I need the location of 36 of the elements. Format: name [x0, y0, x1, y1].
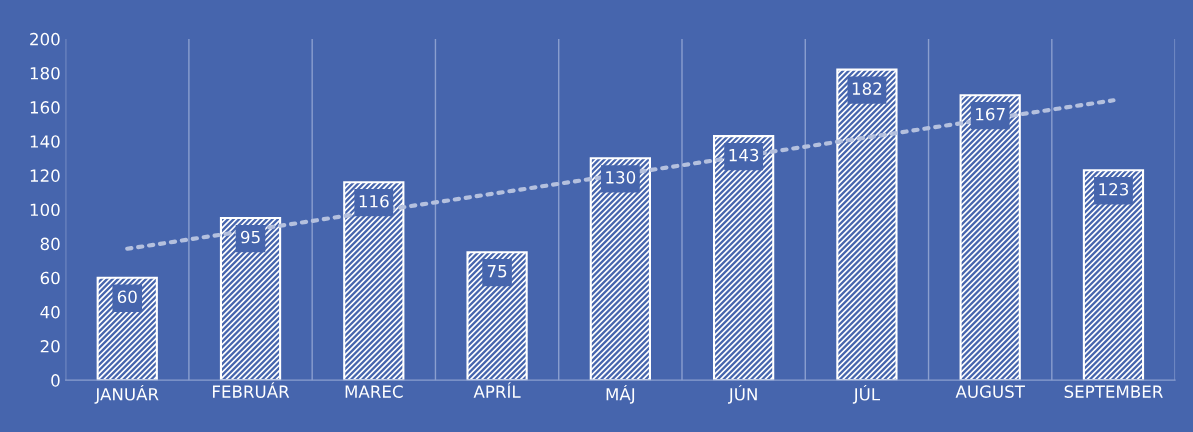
y-tick-label: 80	[40, 237, 60, 251]
data-label: 130	[606, 171, 636, 184]
x-tick-label: SEPTEMBER	[1064, 385, 1163, 398]
bar	[836, 68, 898, 381]
x-tick-label: JÚN	[727, 384, 757, 404]
y-tick-label: 40	[40, 305, 60, 319]
data-label: 95	[240, 230, 260, 244]
x-tick-label: FEBRUÁR	[213, 382, 290, 398]
bar	[343, 181, 405, 381]
data-label: 116	[359, 194, 389, 208]
bar	[1082, 169, 1145, 381]
data-label: 167	[976, 107, 1005, 121]
x-tick-label: JANUÁR	[94, 384, 159, 404]
x-tick-label: AUGUST	[955, 385, 1025, 398]
bar	[713, 135, 775, 381]
data-label: 182	[852, 82, 882, 95]
x-tick-label: MÁJ	[606, 384, 635, 404]
data-label: 123	[1099, 182, 1129, 196]
y-tick-label: 60	[40, 271, 60, 285]
y-tick-label: 160	[30, 101, 60, 114]
x-tick-label: JÚL	[852, 384, 881, 404]
bar	[219, 217, 282, 381]
y-tick-label: 180	[30, 66, 60, 80]
x-tick-label: APRÍL	[473, 382, 521, 398]
bar	[959, 94, 1021, 381]
data-label: 143	[729, 148, 759, 162]
y-tick-label: 120	[30, 169, 60, 182]
y-tick-label: 0	[51, 374, 60, 387]
data-label: 75	[487, 265, 507, 278]
y-tick-label: 140	[30, 135, 60, 148]
data-label: 60	[117, 290, 137, 304]
y-tick-label: 200	[30, 32, 60, 46]
x-tick-label: MAREC	[345, 385, 403, 398]
y-tick-label: 20	[40, 339, 60, 353]
y-tick-label: 100	[30, 203, 60, 217]
bar	[589, 157, 651, 381]
